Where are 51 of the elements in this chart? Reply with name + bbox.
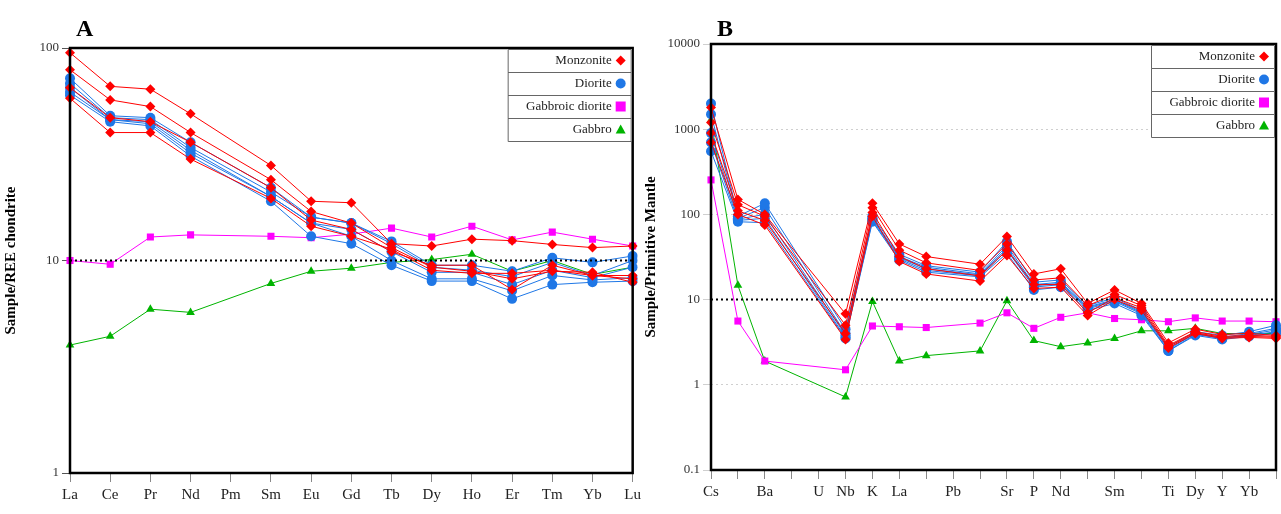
- legend-label: Monzonite: [555, 51, 612, 67]
- x-tick-label: Er: [505, 485, 520, 502]
- legend-label: Gabbro: [1216, 116, 1255, 132]
- chart-title: A: [76, 15, 94, 41]
- x-tick-label: Lu: [624, 485, 642, 502]
- x-tick-label: Tb: [383, 485, 400, 502]
- x-tick-label: Y: [1216, 482, 1228, 499]
- x-tick-label: Pm: [220, 485, 242, 502]
- legend-label: Gabbroic diorite: [526, 97, 612, 113]
- x-tick-label: Nd: [181, 485, 201, 502]
- x-tick-label: Sm: [1104, 482, 1125, 499]
- y-axis-title: Sample/REE chondrite: [1, 186, 18, 335]
- legend-label: Diorite: [574, 74, 612, 90]
- x-tick-label: Ce: [101, 485, 119, 502]
- y-tick-label: 0.1: [683, 461, 700, 477]
- y-tick-label: 100: [39, 39, 59, 55]
- x-tick-label: Yb: [1239, 482, 1259, 499]
- x-tick-label: Pb: [945, 482, 962, 499]
- x-tick-label: Ti: [1161, 482, 1175, 499]
- x-tick-label: Cs: [703, 482, 720, 499]
- y-tick-label: 10: [687, 291, 700, 307]
- y-axis-title: Sample/Primitive Mantle: [641, 176, 658, 338]
- x-tick-label: Pr: [143, 485, 158, 502]
- x-tick-label: Yb: [583, 485, 602, 502]
- y-tick-label: 100: [680, 205, 700, 221]
- x-tick-label: Sm: [260, 485, 282, 502]
- y-tick-label: 1000: [674, 120, 700, 136]
- x-tick-label: P: [1029, 482, 1039, 499]
- legend-label: Gabbro: [572, 120, 612, 136]
- y-tick-label: 10000: [667, 35, 700, 51]
- x-tick-label: Nd: [1051, 482, 1071, 499]
- x-tick-label: K: [867, 482, 879, 499]
- x-tick-label: Eu: [302, 485, 320, 502]
- x-tick-label: Ho: [462, 485, 482, 502]
- x-tick-label: U: [813, 482, 825, 499]
- x-tick-label: La: [62, 485, 79, 502]
- x-tick-label: Ba: [756, 482, 774, 499]
- legend-label: Monzonite: [1198, 47, 1256, 63]
- x-tick-label: Dy: [422, 485, 442, 502]
- legend-label: Diorite: [1218, 70, 1256, 86]
- y-tick-label: 10: [46, 251, 59, 267]
- x-tick-label: Tm: [541, 485, 564, 502]
- x-tick-label: Gd: [342, 485, 361, 502]
- x-tick-label: Nb: [836, 482, 855, 499]
- chart-title: B: [717, 15, 734, 41]
- y-tick-label: 1: [52, 464, 59, 480]
- legend-label: Gabbroic diorite: [1169, 93, 1256, 109]
- x-tick-label: Dy: [1186, 482, 1205, 499]
- x-tick-label: Sr: [1000, 482, 1014, 499]
- y-tick-label: 1: [693, 376, 700, 392]
- x-tick-label: La: [891, 482, 908, 499]
